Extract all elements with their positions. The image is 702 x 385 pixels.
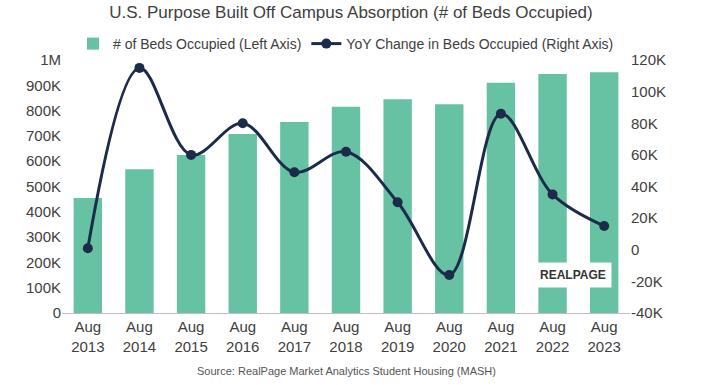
svg-text:0: 0 [631,241,639,258]
svg-text:700K: 700K [26,127,61,144]
svg-text:-40K: -40K [631,304,663,321]
svg-text:500K: 500K [26,178,61,195]
svg-text:300K: 300K [26,228,61,245]
svg-text:-20K: -20K [631,273,663,290]
svg-text:Aug2017: Aug2017 [278,318,311,355]
svg-text:80K: 80K [631,115,658,132]
svg-text:Aug2020: Aug2020 [433,318,466,355]
svg-text:600K: 600K [26,152,61,169]
svg-text:900K: 900K [26,77,61,94]
svg-text:Aug2014: Aug2014 [123,318,156,355]
svg-text:Aug2023: Aug2023 [587,318,620,355]
svg-text:Aug2016: Aug2016 [226,318,259,355]
svg-text:Aug2018: Aug2018 [329,318,362,355]
svg-text:Aug2019: Aug2019 [381,318,414,355]
svg-text:0: 0 [53,304,61,321]
svg-text:40K: 40K [631,178,658,195]
svg-text:20K: 20K [631,209,658,226]
svg-text:400K: 400K [26,203,61,220]
svg-text:1M: 1M [40,51,61,68]
svg-text:Aug2013: Aug2013 [71,318,104,355]
svg-text:# of Beds Occupied (Left Axis): # of Beds Occupied (Left Axis) [113,36,301,52]
svg-text:60K: 60K [631,146,658,163]
svg-text:Aug2015: Aug2015 [174,318,207,355]
svg-text:U.S. Purpose Built Off Campus: U.S. Purpose Built Off Campus Absorption… [109,3,592,22]
svg-text:REALPAGE: REALPAGE [540,268,606,282]
svg-text:100K: 100K [631,83,666,100]
svg-text:Aug2022: Aug2022 [536,318,569,355]
svg-text:100K: 100K [26,279,61,296]
svg-text:120K: 120K [631,51,666,68]
svg-text:YoY Change in Beds Occupied (R: YoY Change in Beds Occupied (Right Axis) [346,36,613,52]
svg-text:Aug2021: Aug2021 [484,318,517,355]
svg-text:200K: 200K [26,254,61,271]
svg-text:Source: RealPage Market Analyt: Source: RealPage Market Analytics Studen… [197,365,496,377]
svg-text:800K: 800K [26,102,61,119]
